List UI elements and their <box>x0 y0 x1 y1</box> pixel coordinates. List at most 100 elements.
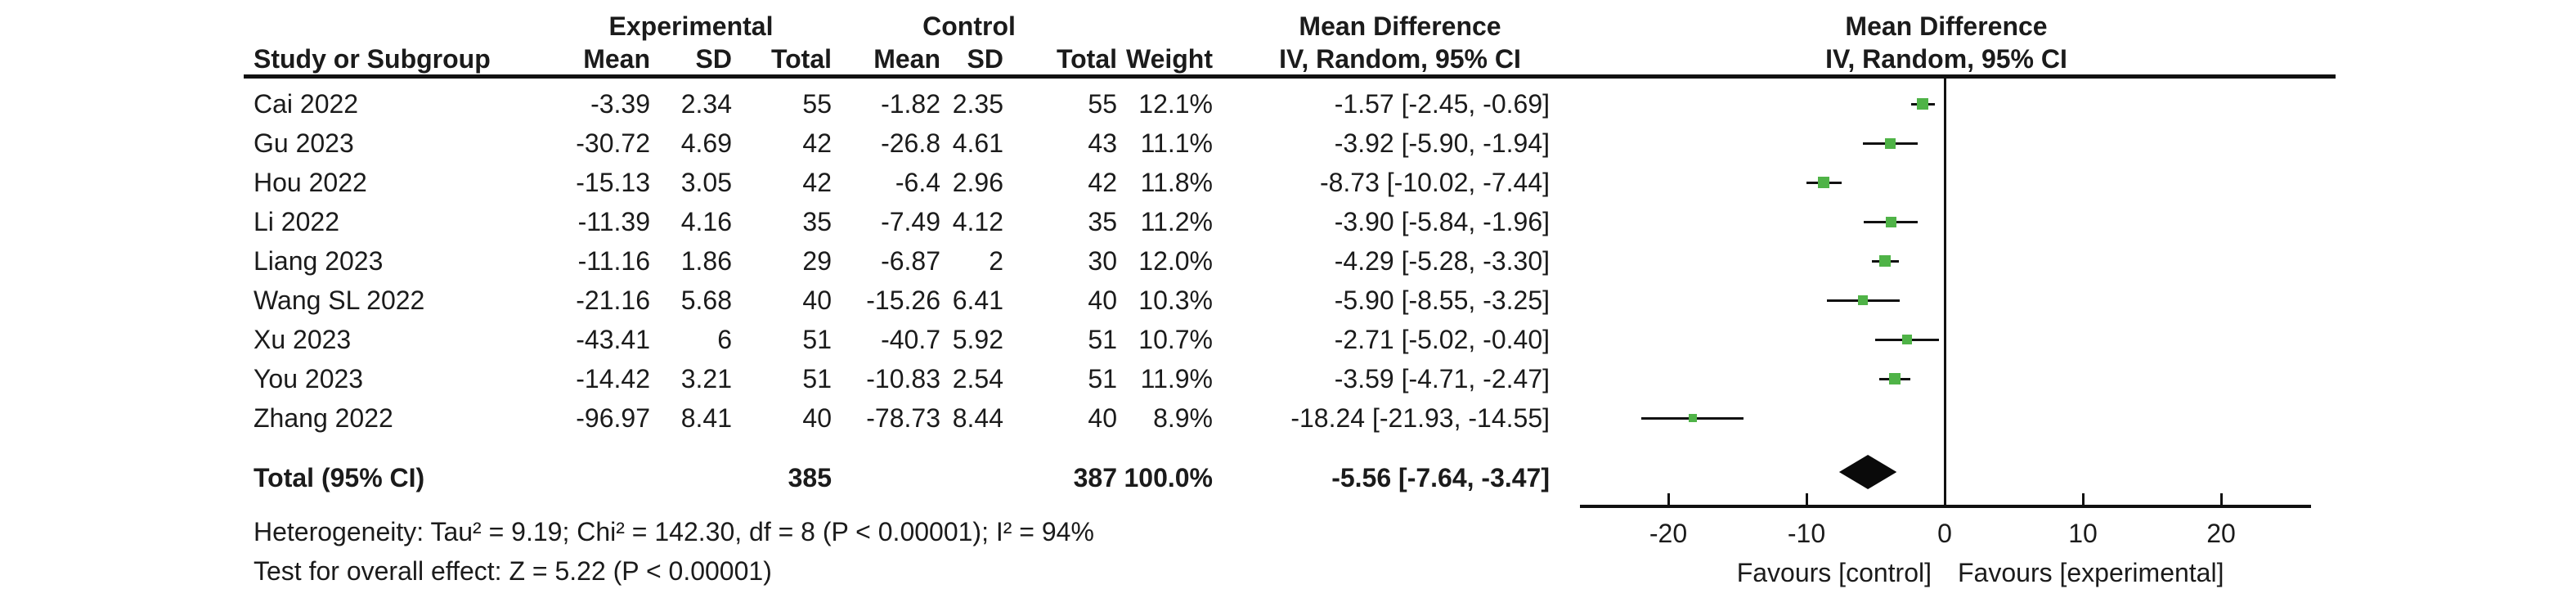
ctl-total-value: 35 <box>1088 207 1117 236</box>
header-underline <box>244 74 2336 79</box>
study-name: Liang 2023 <box>254 246 384 276</box>
study-name: Gu 2023 <box>254 128 354 158</box>
ctl-total-value: 30 <box>1088 246 1117 276</box>
axis-tick <box>1944 493 1946 508</box>
weight-value: 11.8% <box>1140 168 1213 197</box>
study-name: Wang SL 2022 <box>254 286 425 315</box>
axis-tick <box>2082 493 2085 508</box>
ctl-total-value: 42 <box>1088 168 1117 197</box>
axis-tick-label: -10 <box>1787 519 1826 548</box>
header-ctl-mean-col: Mean <box>873 44 940 74</box>
exp-total-value: 35 <box>802 207 832 236</box>
total-exp-total: 385 <box>788 463 832 492</box>
exp-sd-value: 4.69 <box>680 128 732 158</box>
ctl-total-value: 51 <box>1088 364 1117 393</box>
axis-tick-label: 10 <box>2068 519 2098 548</box>
effect-square <box>1917 98 1929 110</box>
axis-tick <box>1806 493 1808 508</box>
axis-tick <box>2220 493 2223 508</box>
exp-sd-value: 4.16 <box>680 207 732 236</box>
header-plot-title: Mean Difference <box>1845 11 2048 41</box>
exp-sd-value: 1.86 <box>680 246 732 276</box>
exp-sd-value: 8.41 <box>680 403 732 433</box>
effect-square <box>1902 335 1913 344</box>
study-name: Zhang 2022 <box>254 403 393 433</box>
axis-tick-label: 0 <box>1937 519 1952 548</box>
effect-square <box>1818 177 1830 188</box>
weight-value: 11.9% <box>1140 364 1213 393</box>
exp-mean-value: -30.72 <box>576 128 650 158</box>
weight-value: 10.7% <box>1138 325 1213 354</box>
exp-total-value: 42 <box>802 168 832 197</box>
exp-mean-value: -21.16 <box>576 286 650 315</box>
exp-total-value: 51 <box>802 364 832 393</box>
total-diamond <box>1838 455 1897 489</box>
exp-mean-value: -11.39 <box>577 207 650 236</box>
exp-sd-value: 3.05 <box>680 168 732 197</box>
exp-total-value: 42 <box>802 128 832 158</box>
ci-text: -18.24 [-21.93, -14.55] <box>1290 403 1550 433</box>
ci-text: -3.92 [-5.90, -1.94] <box>1334 128 1550 158</box>
study-name: You 2023 <box>254 364 364 393</box>
exp-total-value: 51 <box>802 325 832 354</box>
heterogeneity-text: Heterogeneity: Tau² = 9.19; Chi² = 142.3… <box>254 517 1094 546</box>
ci-text: -8.73 [-10.02, -7.44] <box>1319 168 1550 197</box>
ctl-mean-value: -10.83 <box>866 364 940 393</box>
effect-square <box>1879 255 1892 267</box>
total-weight: 100.0% <box>1124 463 1213 492</box>
header-exp-sd-col: SD <box>695 44 732 74</box>
total-ci-text: -5.56 [-7.64, -3.47] <box>1331 463 1550 492</box>
exp-sd-value: 6 <box>717 325 732 354</box>
exp-total-value: 29 <box>802 246 832 276</box>
weight-value: 12.0% <box>1138 246 1213 276</box>
header-stats-subtitle: IV, Random, 95% CI <box>1279 44 1521 74</box>
header-plot-subtitle: IV, Random, 95% CI <box>1825 44 2067 74</box>
axis-label-favours-experimental: Favours [experimental] <box>1958 558 2224 587</box>
ctl-mean-value: -40.7 <box>881 325 940 354</box>
ctl-mean-value: -78.73 <box>866 403 940 433</box>
exp-mean-value: -96.97 <box>576 403 650 433</box>
header-exp-mean-col: Mean <box>583 44 650 74</box>
exp-total-value: 40 <box>802 286 832 315</box>
header-group-control: Control <box>922 11 1016 41</box>
zero-line <box>1944 79 1946 508</box>
study-name: Li 2022 <box>254 207 339 236</box>
ctl-mean-value: -7.49 <box>881 207 940 236</box>
weight-value: 11.1% <box>1140 128 1213 158</box>
effect-square <box>1885 216 1896 227</box>
axis-tick-label: 20 <box>2206 519 2236 548</box>
ctl-sd-value: 4.12 <box>952 207 1003 236</box>
exp-total-value: 40 <box>802 403 832 433</box>
ci-text: -5.90 [-8.55, -3.25] <box>1334 286 1550 315</box>
study-name: Cai 2022 <box>254 89 359 119</box>
axis-label-favours-control: Favours [control] <box>1736 558 1932 587</box>
effect-square <box>1858 295 1869 305</box>
weight-value: 10.3% <box>1138 286 1213 315</box>
ctl-total-value: 43 <box>1088 128 1117 158</box>
total-ctl-total: 387 <box>1073 463 1117 492</box>
ctl-sd-value: 5.92 <box>952 325 1003 354</box>
weight-value: 11.2% <box>1140 207 1213 236</box>
header-weight-col: Weight <box>1125 44 1213 74</box>
axis-tick-label: -20 <box>1649 519 1688 548</box>
ctl-total-value: 40 <box>1088 286 1117 315</box>
ctl-total-value: 51 <box>1088 325 1117 354</box>
exp-total-value: 55 <box>802 89 832 119</box>
ci-text: -4.29 [-5.28, -3.30] <box>1334 246 1550 276</box>
ctl-mean-value: -26.8 <box>881 128 940 158</box>
header-study-col: Study or Subgroup <box>254 44 491 74</box>
header-group-experimental: Experimental <box>608 11 774 41</box>
exp-sd-value: 2.34 <box>680 89 732 119</box>
ci-text: -3.90 [-5.84, -1.96] <box>1334 207 1550 236</box>
effect-square <box>1885 137 1896 149</box>
ctl-total-value: 40 <box>1088 403 1117 433</box>
effect-square <box>1889 373 1901 384</box>
header-stats-title: Mean Difference <box>1299 11 1501 41</box>
ctl-sd-value: 6.41 <box>952 286 1003 315</box>
header-ctl-sd-col: SD <box>967 44 1003 74</box>
exp-mean-value: -15.13 <box>576 168 650 197</box>
ctl-mean-value: -6.4 <box>895 168 940 197</box>
overall-effect-text: Test for overall effect: Z = 5.22 (P < 0… <box>254 556 772 586</box>
ctl-sd-value: 8.44 <box>952 403 1003 433</box>
